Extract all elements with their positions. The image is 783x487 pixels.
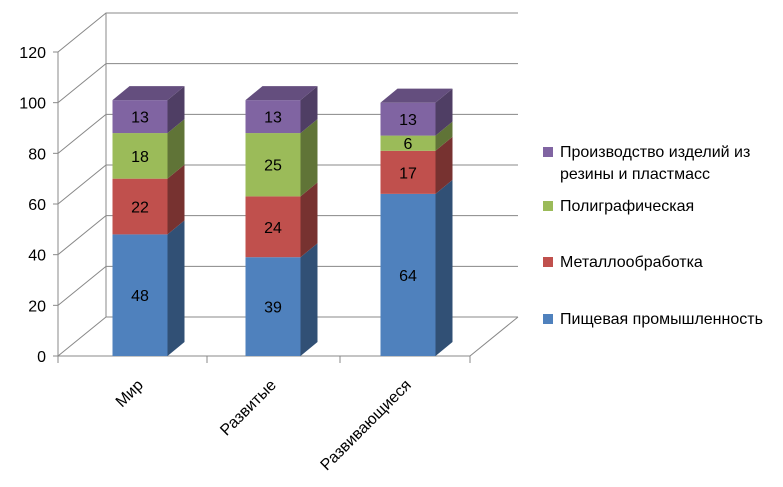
legend-label: Производство изделий из — [560, 144, 750, 161]
legend-label: Металлообработка — [560, 254, 703, 271]
data-label: 24 — [264, 220, 282, 237]
bar-top-face — [245, 86, 318, 101]
y-tick-label: 60 — [28, 197, 46, 214]
bar-front-face — [380, 193, 436, 356]
bar-side-face — [300, 119, 318, 197]
legend-label: резины и пластмасс — [560, 166, 710, 183]
data-label: 48 — [131, 288, 149, 305]
bar-front-face — [380, 102, 436, 136]
legend-item: Производство изделий из резины и пластмас… — [543, 144, 750, 183]
bar-front-face — [112, 100, 168, 134]
bar-segment — [112, 119, 185, 179]
bar-side-face — [167, 164, 185, 235]
bar-segment — [112, 86, 185, 134]
data-label: 22 — [131, 200, 149, 217]
data-label: 13 — [264, 110, 282, 127]
gridline — [57, 12, 518, 53]
bar-top-face — [380, 88, 453, 103]
bar-front-face — [245, 196, 301, 258]
bar-segment — [380, 179, 453, 356]
bar-top-face — [112, 86, 185, 101]
data-label: 13 — [399, 112, 417, 129]
legend-item: Пищевая промышленность — [543, 311, 763, 328]
data-label: 18 — [131, 149, 149, 166]
bar-side-face — [435, 179, 453, 356]
bar-front-face — [112, 234, 168, 356]
legend-item: Полиграфическая — [543, 198, 694, 215]
y-tick-label: 80 — [28, 146, 46, 163]
x-tick-label: Развивающиеся — [318, 377, 415, 474]
data-label: 17 — [399, 165, 417, 182]
legend-item: Металлообработка — [543, 254, 703, 271]
grid — [57, 12, 518, 357]
data-label: 25 — [264, 158, 282, 175]
bar-segment — [112, 220, 185, 356]
bar-side-face — [300, 86, 318, 134]
floor-right-edge — [469, 316, 519, 357]
bar-side-face — [300, 243, 318, 356]
legend-label: Полиграфическая — [560, 198, 694, 215]
bar-segment — [245, 86, 318, 134]
bar-side-face — [167, 119, 185, 179]
bar-side-face — [435, 88, 453, 136]
bar-front-face — [112, 178, 168, 235]
bar-segment — [380, 121, 453, 151]
bar-front-face — [380, 150, 436, 194]
y-tick-label: 20 — [28, 298, 46, 315]
bar-side-face — [435, 121, 453, 151]
bar-segment — [380, 136, 453, 194]
legend: Производство изделий из резины и пластмас… — [543, 144, 763, 328]
x-tick-label: Мир — [113, 377, 147, 411]
legend-swatch — [543, 147, 553, 157]
bar-front-face — [112, 133, 168, 179]
bar-segment — [380, 88, 453, 136]
data-label: 6 — [404, 136, 413, 153]
legend-swatch — [543, 314, 553, 324]
bar-front-face — [245, 133, 301, 197]
bar-side-face — [167, 220, 185, 356]
data-label: 64 — [399, 268, 417, 285]
bar-segment — [245, 182, 318, 258]
y-tick-label: 100 — [19, 96, 46, 113]
bar-front-face — [380, 135, 436, 151]
data-label: 13 — [131, 110, 149, 127]
bar-front-face — [245, 257, 301, 356]
y-tick-label: 40 — [28, 248, 46, 265]
legend-label: Пищевая промышленность — [560, 311, 763, 328]
bar-segment — [245, 243, 318, 356]
x-tick-label: Развитые — [217, 377, 280, 440]
bar-front-face — [245, 100, 301, 134]
bars — [112, 86, 453, 356]
y-tick-label: 0 — [37, 349, 46, 366]
data-label: 39 — [264, 300, 282, 317]
bar-segment — [245, 119, 318, 197]
bar-side-face — [435, 136, 453, 194]
data-labels: 48 22 18 13 39 24 25 13 64 17 6 13 — [131, 110, 417, 317]
y-tick-label: 120 — [19, 45, 46, 62]
legend-swatch — [543, 201, 553, 211]
bar-segment — [112, 164, 185, 235]
gridline — [57, 63, 518, 104]
bar-side-face — [300, 182, 318, 258]
legend-swatch — [543, 257, 553, 267]
bar-side-face — [167, 86, 185, 134]
